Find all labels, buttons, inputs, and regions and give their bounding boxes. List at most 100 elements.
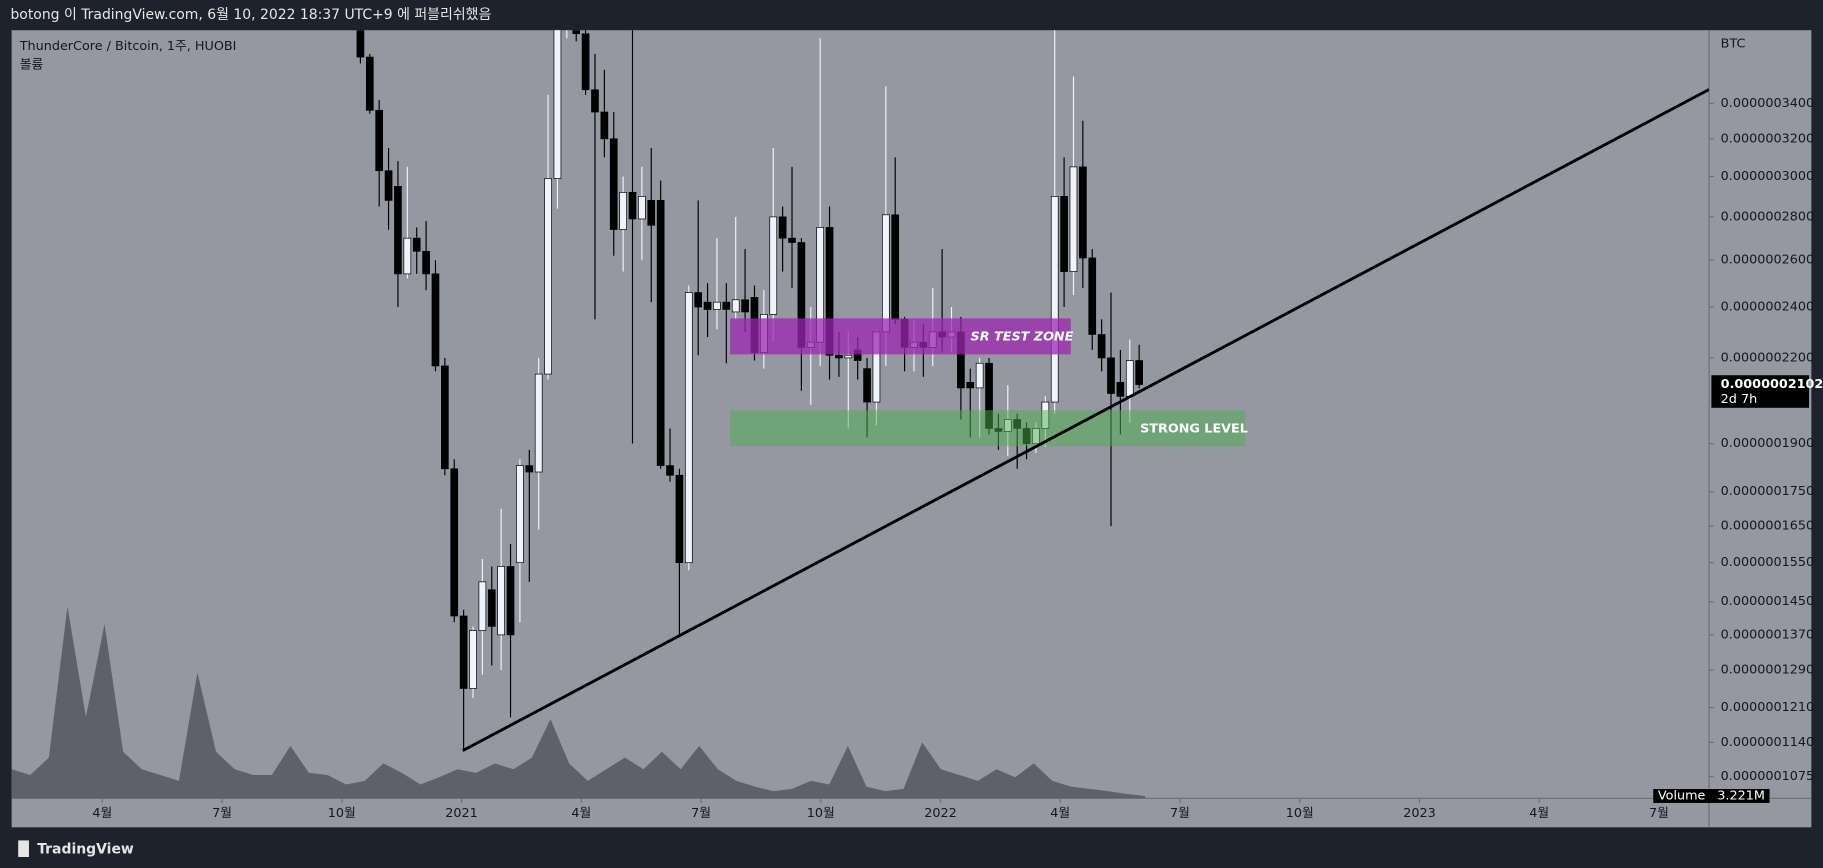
trendline	[462, 88, 1710, 752]
candle-body	[534, 373, 543, 473]
candle-body	[356, 30, 365, 58]
volume-last: 3.221M	[1717, 788, 1765, 803]
y-tick-label: 0.0000003000	[1721, 169, 1814, 184]
candle-body	[788, 237, 796, 243]
x-tick-label: 7월	[1649, 806, 1669, 821]
candle-body	[741, 299, 749, 313]
volume-name: Volume	[1658, 788, 1706, 803]
y-tick-label: 0.0000003200	[1721, 131, 1814, 146]
candle-body	[966, 381, 975, 389]
x-tick-label: 4월	[1529, 806, 1549, 821]
x-tick-label: 7월	[1170, 806, 1190, 821]
subtitle: 볼륨	[20, 58, 44, 73]
y-tick-label: 0.0000001900	[1721, 436, 1814, 451]
candle-body	[412, 237, 421, 252]
candle-body	[469, 630, 477, 689]
candle-body	[863, 368, 871, 403]
candle-body	[731, 299, 740, 313]
y-tick-label: 0.0000001650	[1721, 519, 1814, 534]
candle-body	[375, 109, 384, 172]
y-tick-label: 0.0000001450	[1721, 594, 1814, 609]
candle-body	[384, 170, 393, 201]
candle-body	[619, 191, 627, 230]
candle-body	[835, 354, 843, 359]
y-tick-label: 0.0000001290	[1721, 663, 1814, 678]
strong-zone	[730, 410, 1246, 447]
strong-level-label: STRONG LEVEL	[1140, 421, 1248, 436]
y-axis-unit: BTC	[1721, 37, 1746, 52]
countdown: 2d 7h	[1721, 392, 1758, 407]
candle-body	[703, 301, 712, 310]
x-tick-label: 7월	[212, 806, 232, 821]
y-tick-label: 0.0000002200	[1721, 350, 1814, 365]
y-tick-label: 0.0000003400	[1721, 96, 1814, 111]
candle-body	[1125, 360, 1134, 397]
y-tick-label: 0.0000001210	[1721, 700, 1814, 715]
candle-body	[891, 214, 900, 320]
candle-body	[572, 30, 581, 35]
candle-body	[553, 30, 562, 179]
drawings: SR TEST ZONE STRONG LEVEL	[462, 88, 1710, 752]
sr-zone	[730, 318, 1071, 355]
candle-body	[1050, 196, 1059, 403]
candle-body	[525, 465, 534, 473]
candle-body	[365, 56, 374, 111]
candle-body	[459, 615, 468, 689]
candle-body	[778, 216, 787, 239]
sr-zone-label: SR TEST ZONE	[971, 329, 1074, 344]
candle-body	[769, 216, 778, 315]
candle-body	[441, 365, 449, 470]
candle-body	[694, 292, 703, 308]
x-tick-label: 2021	[445, 806, 478, 821]
candle-body	[722, 301, 731, 310]
candle-body	[881, 214, 890, 333]
candle-body	[666, 465, 674, 476]
candle-body	[516, 465, 524, 564]
candle-body	[506, 566, 515, 636]
footer: TradingView	[37, 841, 134, 857]
candle-body	[450, 468, 459, 617]
candle-body	[600, 111, 609, 140]
candle-body	[647, 200, 656, 226]
candle-body	[497, 566, 505, 636]
y-tick-label: 0.0000002600	[1721, 253, 1814, 268]
x-tick-label: 7월	[691, 806, 711, 821]
y-tick-label: 0.0000001370	[1721, 627, 1814, 642]
y-tick-label: 0.0000002400	[1721, 300, 1814, 315]
x-tick-label: 2022	[924, 806, 957, 821]
x-tick-label: 10월	[807, 806, 835, 821]
candle-body	[1088, 257, 1097, 335]
volume-layer	[11, 606, 1146, 799]
y-tick-label: 0.0000001750	[1721, 484, 1814, 499]
header: botong 이 TradingView.com, 6월 10, 2022 18…	[10, 7, 491, 23]
y-tick-label: 0.0000001140	[1721, 735, 1814, 750]
x-tick-label: 10월	[328, 806, 356, 821]
chart-title: ThunderCore / Bitcoin, 1주, HUOBI	[19, 39, 237, 54]
candle-body	[422, 250, 430, 275]
candle-body	[478, 581, 487, 631]
candle-body	[1135, 360, 1143, 385]
candle-body	[638, 196, 646, 220]
candle-body	[656, 200, 665, 466]
candle-body	[628, 191, 637, 220]
volume-area	[11, 606, 1146, 799]
candle-body	[684, 292, 693, 564]
x-tick-label: 2023	[1403, 806, 1436, 821]
x-tick-label: 4월	[571, 806, 591, 821]
y-tick-label: 0.0000001550	[1721, 555, 1814, 570]
price-badge	[1711, 375, 1810, 408]
candle-body	[1116, 381, 1125, 397]
candle-body	[713, 301, 721, 310]
volume-badge	[1653, 788, 1770, 803]
candle-body	[1079, 166, 1087, 259]
candle-body	[675, 474, 684, 564]
x-tick-label: 4월	[92, 806, 112, 821]
candle-body	[591, 89, 599, 113]
candle-body	[1097, 334, 1106, 359]
candle-body	[487, 589, 496, 627]
candle-body	[394, 186, 402, 275]
y-tick-label: 0.0000002800	[1721, 209, 1814, 224]
y-tick-label: 0.0000001075	[1721, 769, 1814, 784]
candle-body	[544, 178, 552, 375]
